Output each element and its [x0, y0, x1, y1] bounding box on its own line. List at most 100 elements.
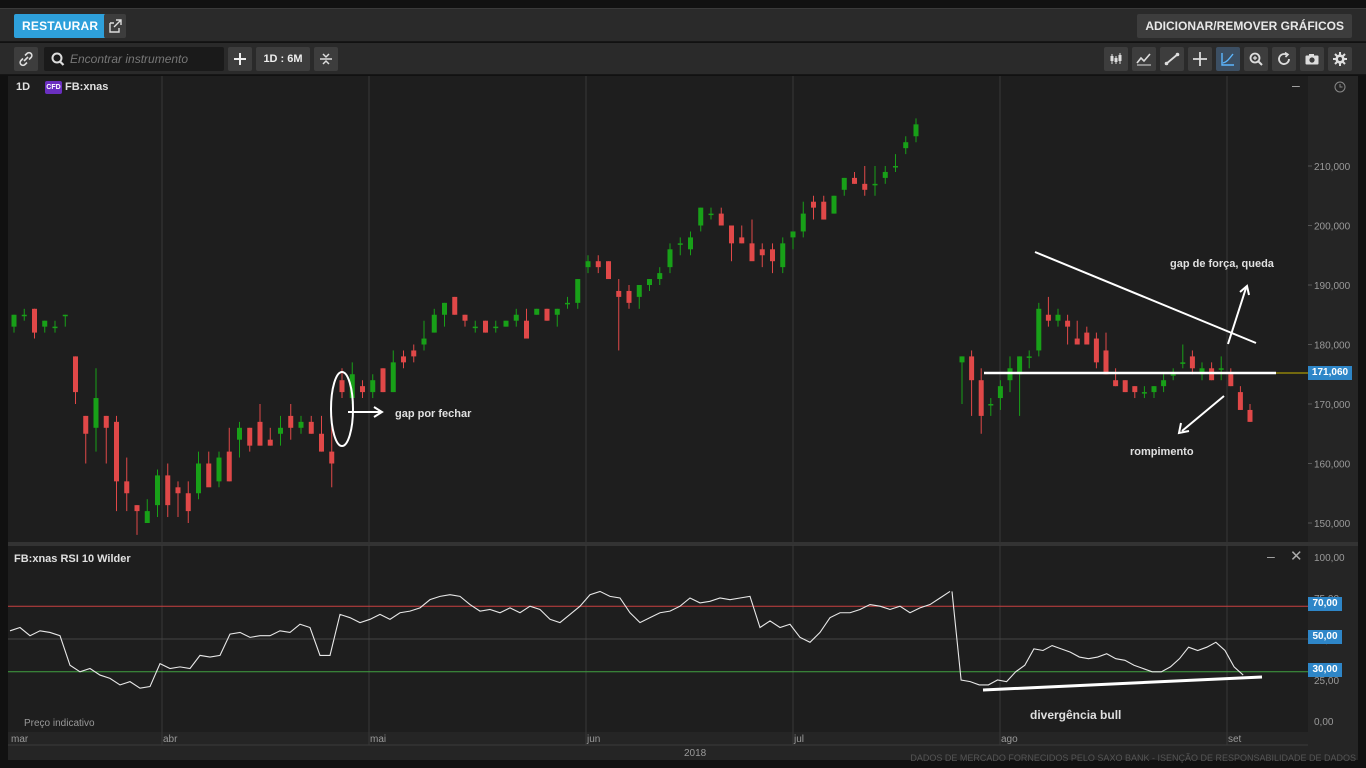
- candle[interactable]: [688, 237, 693, 250]
- candle[interactable]: [247, 427, 253, 446]
- candle[interactable]: [647, 279, 652, 285]
- candle[interactable]: [360, 386, 365, 393]
- compress-button[interactable]: [314, 47, 338, 71]
- candle[interactable]: [401, 356, 406, 363]
- candle[interactable]: [144, 511, 150, 523]
- line-tool-button[interactable]: [1160, 47, 1184, 71]
- price-plot-area[interactable]: [8, 76, 1308, 542]
- candle[interactable]: [349, 374, 355, 399]
- candle[interactable]: [616, 290, 622, 297]
- candle[interactable]: [565, 302, 570, 305]
- candle[interactable]: [708, 213, 714, 216]
- candle[interactable]: [380, 368, 386, 393]
- candle[interactable]: [298, 421, 304, 428]
- candle[interactable]: [73, 356, 78, 393]
- candle[interactable]: [913, 124, 919, 137]
- candle[interactable]: [278, 427, 283, 434]
- candle[interactable]: [370, 380, 376, 393]
- popout-button[interactable]: [104, 14, 126, 38]
- instrument-search[interactable]: [44, 47, 224, 71]
- candle[interactable]: [1055, 314, 1061, 321]
- candle[interactable]: [1122, 380, 1128, 393]
- candle[interactable]: [790, 231, 796, 238]
- candle[interactable]: [11, 314, 17, 327]
- clock-icon[interactable]: [1334, 81, 1346, 93]
- candle[interactable]: [216, 457, 222, 482]
- minimize-rsi-icon[interactable]: –: [1267, 548, 1275, 564]
- candle[interactable]: [770, 249, 775, 262]
- candle[interactable]: [1113, 380, 1119, 387]
- candle[interactable]: [114, 421, 119, 482]
- candle[interactable]: [862, 183, 868, 190]
- candle[interactable]: [1074, 338, 1080, 345]
- candle[interactable]: [421, 338, 427, 345]
- candle[interactable]: [185, 493, 191, 512]
- candle[interactable]: [1132, 386, 1138, 393]
- candle[interactable]: [1141, 392, 1147, 394]
- camera-button[interactable]: [1300, 47, 1324, 71]
- instrument-label[interactable]: FB:xnas: [65, 81, 109, 93]
- candle[interactable]: [257, 421, 263, 446]
- candle[interactable]: [841, 177, 847, 190]
- candle[interactable]: [62, 314, 68, 317]
- candle[interactable]: [1036, 308, 1042, 351]
- candle[interactable]: [1103, 350, 1109, 375]
- candle[interactable]: [452, 296, 458, 315]
- candle[interactable]: [329, 451, 335, 464]
- candle[interactable]: [134, 505, 140, 512]
- minimize-main-icon[interactable]: –: [1292, 77, 1300, 93]
- candle[interactable]: [718, 213, 724, 226]
- candlestick-button[interactable]: [1104, 47, 1128, 71]
- candle[interactable]: [811, 201, 816, 208]
- candle[interactable]: [462, 314, 468, 321]
- link-button[interactable]: [14, 47, 38, 71]
- candle[interactable]: [1026, 356, 1032, 358]
- candle[interactable]: [626, 290, 632, 303]
- candle[interactable]: [759, 249, 765, 256]
- candle[interactable]: [93, 398, 99, 428]
- candle[interactable]: [978, 380, 984, 416]
- candle[interactable]: [1237, 392, 1243, 410]
- period-button[interactable]: 1D : 6M: [256, 47, 310, 71]
- add-remove-charts-button[interactable]: ADICIONAR/REMOVER GRÁFICOS: [1137, 14, 1352, 38]
- candle[interactable]: [657, 273, 663, 280]
- candle[interactable]: [483, 320, 488, 333]
- candle[interactable]: [319, 433, 324, 452]
- candle[interactable]: [1180, 362, 1186, 364]
- candle[interactable]: [513, 314, 519, 321]
- candle[interactable]: [1228, 374, 1234, 387]
- candle[interactable]: [1151, 386, 1157, 393]
- candle[interactable]: [288, 415, 294, 428]
- candle[interactable]: [226, 451, 232, 482]
- candle[interactable]: [988, 404, 994, 406]
- restore-button[interactable]: RESTAURAR: [14, 14, 107, 38]
- candle[interactable]: [411, 350, 417, 357]
- candle[interactable]: [472, 326, 478, 329]
- candle[interactable]: [800, 213, 806, 232]
- search-input[interactable]: [70, 52, 220, 66]
- candle[interactable]: [524, 320, 529, 339]
- candle[interactable]: [872, 183, 878, 186]
- candle[interactable]: [1093, 338, 1099, 363]
- add-instrument-button[interactable]: [228, 47, 252, 71]
- candle[interactable]: [831, 195, 837, 214]
- candle[interactable]: [544, 308, 550, 321]
- candle[interactable]: [903, 142, 909, 149]
- candle[interactable]: [165, 475, 171, 506]
- candle[interactable]: [175, 487, 181, 494]
- candle[interactable]: [21, 314, 27, 317]
- candle[interactable]: [124, 481, 130, 494]
- indicator-button[interactable]: [1132, 47, 1156, 71]
- candle[interactable]: [739, 237, 745, 244]
- settings-button[interactable]: [1328, 47, 1352, 71]
- candle[interactable]: [206, 463, 212, 488]
- candle[interactable]: [677, 243, 683, 245]
- candle[interactable]: [1045, 314, 1051, 321]
- candle[interactable]: [749, 243, 755, 262]
- candle[interactable]: [997, 386, 1003, 399]
- crosshair-button[interactable]: [1188, 47, 1212, 71]
- candle[interactable]: [503, 320, 509, 327]
- candle[interactable]: [882, 171, 888, 178]
- chart-type-button[interactable]: [1216, 47, 1240, 71]
- candle[interactable]: [308, 421, 314, 434]
